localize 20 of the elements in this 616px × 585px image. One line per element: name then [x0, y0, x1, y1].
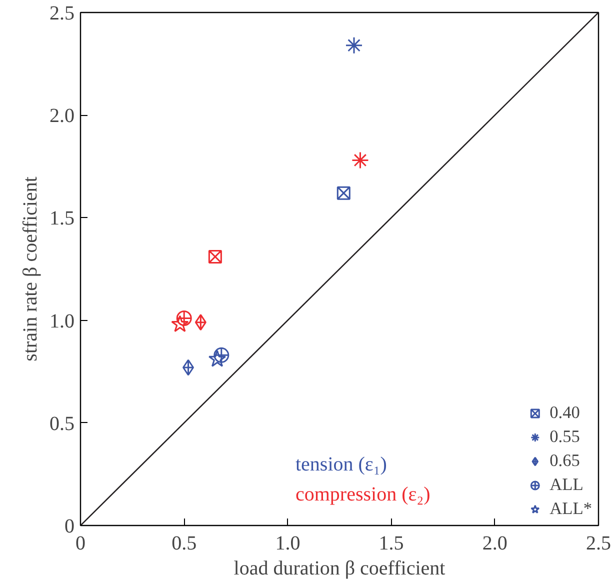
y-tick-label: 0 — [64, 516, 74, 538]
x-tick-label: 1.5 — [378, 532, 404, 554]
annotation: tension (ε₁) — [296, 454, 387, 476]
y-tick-label: 2.5 — [50, 2, 74, 24]
legend-label: ALL* — [550, 499, 592, 519]
legend-label: 0.65 — [550, 451, 580, 471]
x-axis-title: load duration β coefficient — [234, 558, 446, 580]
x-tick-label: 1.0 — [275, 532, 300, 554]
y-tick-label: 0.5 — [50, 412, 74, 435]
legend-label: ALL — [550, 475, 584, 495]
x-tick-label: 0.5 — [172, 532, 197, 554]
legend-label: 0.40 — [550, 403, 580, 423]
x-tick-label: 2.5 — [586, 532, 611, 554]
y-axis-title: strain rate β coefficient — [20, 176, 42, 362]
x-tick-label: 2.0 — [482, 532, 508, 554]
annotation: compression (ε₂) — [296, 484, 430, 506]
y-tick-label: 2.0 — [50, 105, 74, 128]
legend-label: 0.55 — [550, 427, 580, 447]
y-tick-label: 1.0 — [50, 310, 74, 332]
y-tick-label: 1.5 — [50, 208, 74, 230]
